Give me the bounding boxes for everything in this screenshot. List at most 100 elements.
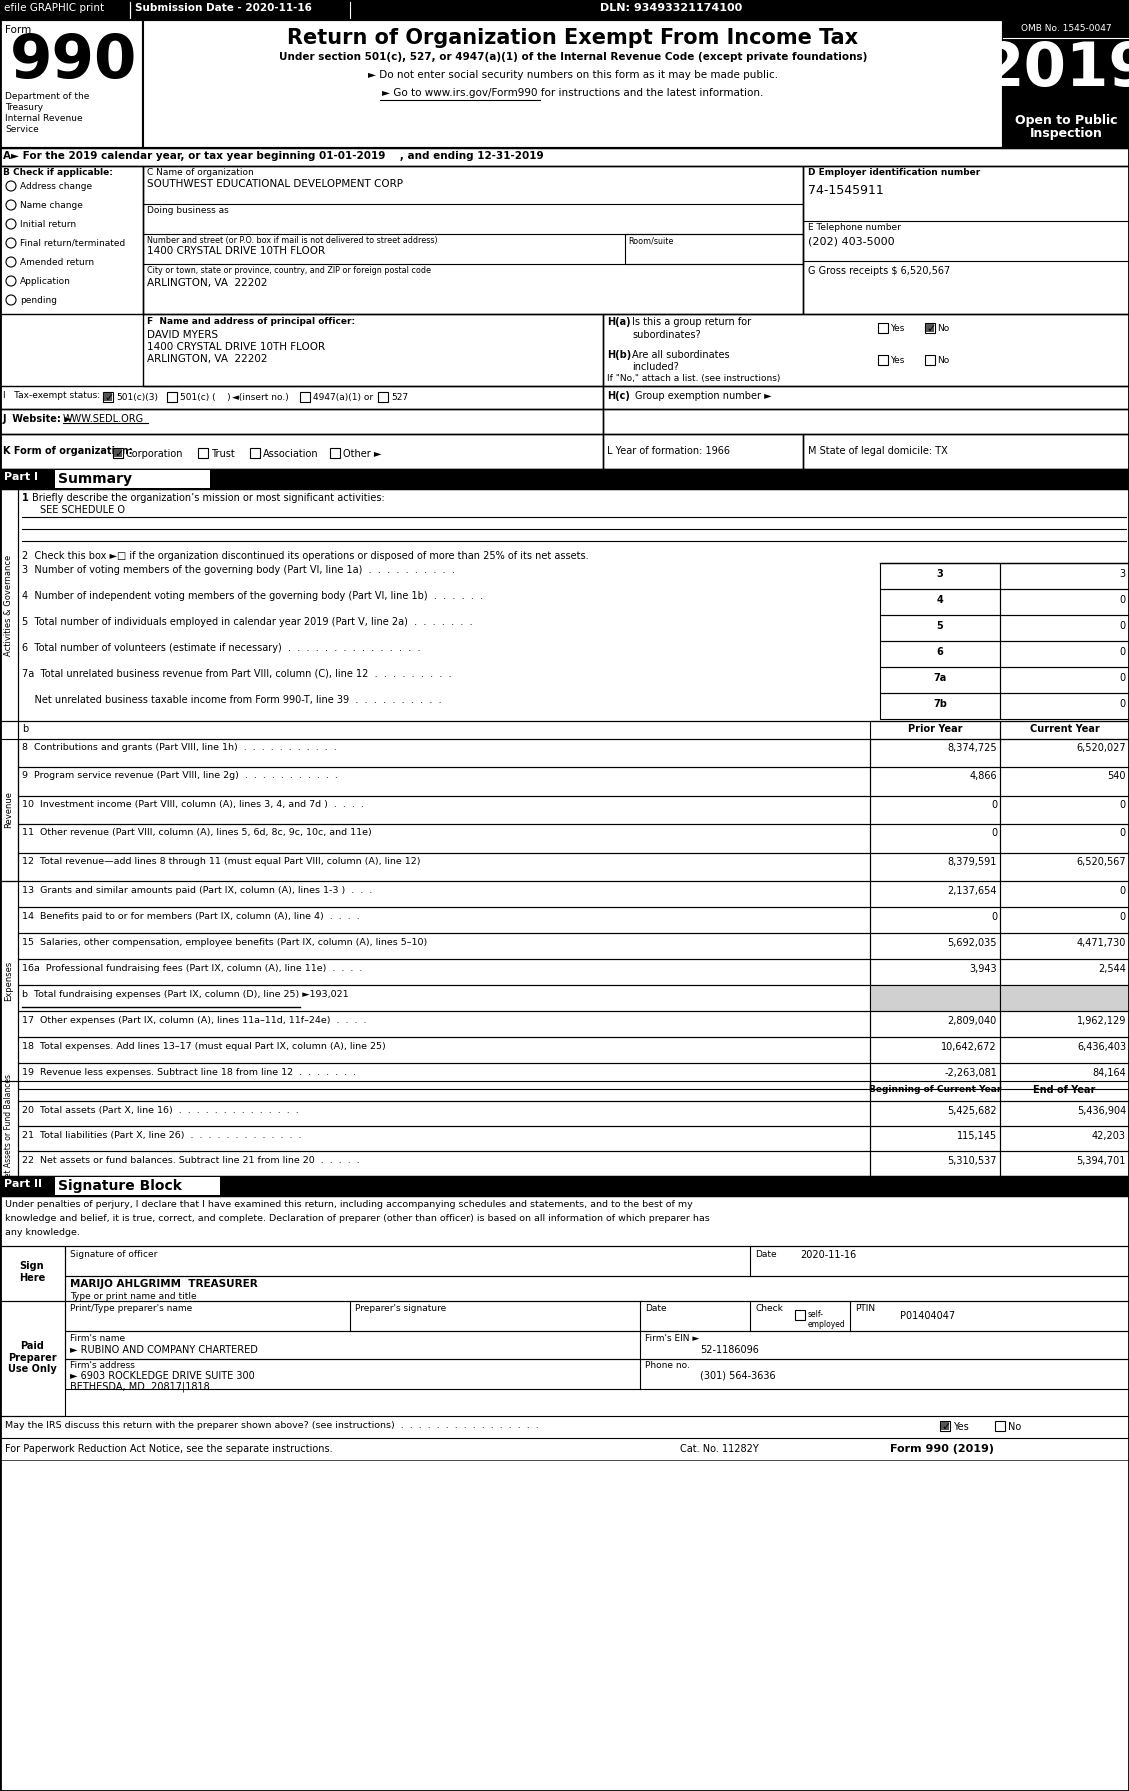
Text: 4  Number of independent voting members of the governing body (Part VI, line 1b): 4 Number of independent voting members o… (21, 591, 483, 602)
Text: 12  Total revenue—add lines 8 through 11 (must equal Part VIII, column (A), line: 12 Total revenue—add lines 8 through 11 … (21, 856, 420, 865)
Text: Date: Date (755, 1250, 777, 1259)
Bar (1000, 1037, 1129, 1064)
Bar (0, 881, 18, 1082)
Bar (1000, 853, 1129, 881)
Bar (878, 355, 889, 365)
Text: 6  Total number of volunteers (estimate if necessary)  .  .  .  .  .  .  .  .  .: 6 Total number of volunteers (estimate i… (21, 643, 420, 654)
Text: 42,203: 42,203 (1092, 1130, 1126, 1141)
Text: Cat. No. 11282Y: Cat. No. 11282Y (680, 1444, 759, 1454)
Text: 0: 0 (1119, 698, 1124, 709)
Text: H(a): H(a) (607, 317, 631, 328)
Bar (1000, 958, 1129, 985)
Bar (870, 933, 1000, 958)
Bar (0, 469, 1129, 489)
Bar (18, 795, 870, 824)
Bar (18, 722, 1129, 740)
Text: Expenses: Expenses (5, 962, 14, 1001)
Text: 84,164: 84,164 (1092, 1067, 1126, 1078)
Bar (0, 740, 18, 881)
Text: P01404047: P01404047 (900, 1311, 955, 1322)
Text: Signature of officer: Signature of officer (70, 1250, 157, 1259)
Text: Prior Year: Prior Year (908, 724, 962, 734)
Bar (18, 958, 870, 985)
Bar (0, 1082, 18, 1177)
Bar (603, 387, 1129, 408)
Text: ◄(insert no.): ◄(insert no.) (231, 392, 289, 401)
Text: (301) 564-3636: (301) 564-3636 (700, 1370, 776, 1381)
Text: 6: 6 (937, 647, 944, 657)
Text: ✓: ✓ (926, 324, 935, 333)
Text: Under penalties of perjury, I declare that I have examined this return, includin: Under penalties of perjury, I declare th… (5, 1200, 693, 1209)
Bar (879, 562, 1000, 589)
Bar (995, 1420, 1005, 1431)
Text: Summary: Summary (58, 473, 132, 485)
Bar (1000, 693, 1129, 718)
Text: If "No," attach a list. (see instructions): If "No," attach a list. (see instruction… (607, 374, 780, 383)
Bar (0, 408, 603, 433)
Text: City or town, state or province, country, and ZIP or foreign postal code: City or town, state or province, country… (147, 267, 431, 276)
Text: 0: 0 (1120, 912, 1126, 922)
Bar (0, 469, 1129, 489)
Bar (1000, 666, 1129, 693)
Text: 16a  Professional fundraising fees (Part IX, column (A), line 11e)  .  .  .  .: 16a Professional fundraising fees (Part … (21, 964, 362, 973)
Bar (104, 392, 112, 401)
Bar (0, 387, 603, 408)
Text: 5,436,904: 5,436,904 (1077, 1107, 1126, 1116)
Bar (0, 0, 1129, 20)
Bar (1000, 562, 1129, 589)
Text: 8  Contributions and grants (Part VIII, line 1h)  .  .  .  .  .  .  .  .  .  .  : 8 Contributions and grants (Part VIII, l… (21, 743, 336, 752)
Text: Part I: Part I (5, 473, 38, 482)
Text: 0: 0 (1119, 647, 1124, 657)
Bar (0, 20, 1129, 149)
Text: 7a: 7a (934, 673, 946, 682)
Bar (65, 1275, 1129, 1300)
Text: 1400 CRYSTAL DRIVE 10TH FLOOR: 1400 CRYSTAL DRIVE 10TH FLOOR (147, 245, 325, 256)
Text: ► 6903 ROCKLEDGE DRIVE SUITE 300: ► 6903 ROCKLEDGE DRIVE SUITE 300 (70, 1370, 255, 1381)
Text: 0: 0 (1120, 887, 1126, 896)
Text: Corporation: Corporation (126, 450, 184, 458)
Text: 3: 3 (1119, 570, 1124, 578)
Text: pending: pending (20, 296, 56, 304)
Text: Date: Date (645, 1304, 666, 1313)
Text: Net Assets or Fund Balances: Net Assets or Fund Balances (5, 1075, 14, 1184)
Bar (114, 450, 122, 457)
Text: Beginning of Current Year: Beginning of Current Year (869, 1085, 1001, 1094)
Bar (1000, 1152, 1129, 1177)
Text: Yes: Yes (953, 1422, 969, 1433)
Text: 2,137,654: 2,137,654 (947, 887, 997, 896)
Text: 3  Number of voting members of the governing body (Part VI, line 1a)  .  .  .  .: 3 Number of voting members of the govern… (21, 564, 455, 575)
Bar (925, 355, 935, 365)
Text: Briefly describe the organization’s mission or most significant activities:: Briefly describe the organization’s miss… (32, 493, 385, 503)
Text: 501(c)(3): 501(c)(3) (116, 392, 158, 401)
Text: WWW.SEDL.ORG: WWW.SEDL.ORG (63, 414, 145, 424)
Text: knowledge and belief, it is true, correct, and complete. Declaration of preparer: knowledge and belief, it is true, correc… (5, 1214, 710, 1223)
Text: OMB No. 1545-0047: OMB No. 1545-0047 (1021, 23, 1111, 32)
Text: May the IRS discuss this return with the preparer shown above? (see instructions: May the IRS discuss this return with the… (5, 1420, 539, 1429)
Text: D Employer identification number: D Employer identification number (808, 168, 980, 177)
Bar (143, 313, 603, 387)
Text: efile GRAPHIC print: efile GRAPHIC print (5, 4, 104, 13)
Text: Inspection: Inspection (1030, 127, 1102, 140)
Text: 9  Program service revenue (Part VIII, line 2g)  .  .  .  .  .  .  .  .  .  .  .: 9 Program service revenue (Part VIII, li… (21, 772, 338, 781)
Text: Yes: Yes (890, 356, 904, 365)
Bar (18, 1127, 870, 1152)
Text: 5,425,682: 5,425,682 (947, 1107, 997, 1116)
Text: any knowledge.: any knowledge. (5, 1229, 80, 1238)
Bar (870, 1152, 1000, 1177)
Text: 0: 0 (991, 912, 997, 922)
Text: Paid
Preparer
Use Only: Paid Preparer Use Only (8, 1341, 56, 1374)
Text: 6,520,027: 6,520,027 (1076, 743, 1126, 752)
Bar (65, 1247, 1129, 1275)
Bar (300, 392, 310, 401)
Bar (167, 392, 177, 401)
Text: Are all subordinates: Are all subordinates (632, 349, 729, 360)
Bar (18, 933, 870, 958)
Bar (0, 167, 143, 313)
Text: 2019: 2019 (981, 39, 1129, 99)
Text: End of Year: End of Year (1033, 1085, 1095, 1094)
Bar (1000, 1010, 1129, 1037)
Bar (625, 235, 803, 263)
Text: I   Tax-exempt status:: I Tax-exempt status: (3, 390, 100, 399)
Text: 52-1186096: 52-1186096 (700, 1345, 759, 1356)
Text: 540: 540 (1108, 772, 1126, 781)
